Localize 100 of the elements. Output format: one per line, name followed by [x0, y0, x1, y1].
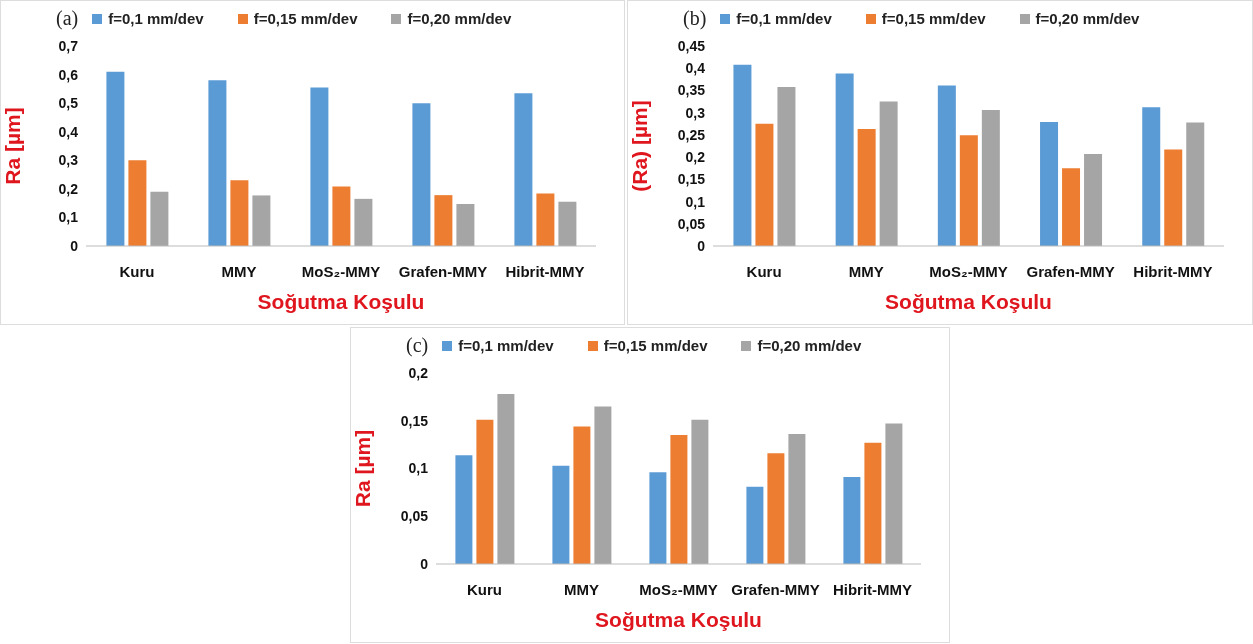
x-axis-title: Soğutma Koşulu — [885, 289, 1052, 313]
x-tick-label: MoS₂-MMY — [639, 580, 718, 598]
y-tick-label: 0,25 — [677, 126, 706, 143]
x-tick-label: Grafen-MMY — [398, 262, 488, 280]
bar — [1040, 122, 1059, 246]
y-tick-label: 0,15 — [677, 171, 706, 188]
bar — [128, 160, 147, 246]
y-tick-label: 0,4 — [685, 60, 706, 77]
x-tick-label: MMY — [564, 580, 599, 598]
bar — [937, 85, 956, 246]
bar — [150, 191, 169, 246]
bar — [864, 442, 882, 564]
x-tick-label: Grafen-MMY — [1026, 262, 1115, 280]
bar — [835, 73, 854, 246]
bar — [788, 434, 806, 564]
x-tick-label: Kuru — [467, 580, 502, 598]
bar — [1062, 168, 1081, 246]
legend-label: f=0,15 mm/dev — [603, 337, 708, 354]
bar — [106, 71, 125, 246]
chart-title: (b) — [683, 7, 707, 30]
y-tick-label: 0,5 — [58, 95, 79, 112]
x-tick-label: MoS₂-MMY — [929, 262, 1008, 280]
y-tick-label: 0,2 — [58, 180, 79, 197]
chart-title: (a) — [56, 7, 79, 30]
bar — [843, 477, 861, 564]
x-tick-label: Kuru — [746, 262, 782, 280]
x-tick-label: Grafen-MMY — [731, 580, 820, 598]
x-tick-label: Hibrit-MMY — [832, 580, 913, 598]
bar — [412, 103, 431, 246]
bar — [733, 64, 752, 246]
legend-label: f=0,20 mm/dev — [1035, 10, 1140, 27]
y-tick-label: 0,35 — [677, 82, 706, 99]
y-axis-title: Ra [µm] — [351, 429, 375, 508]
bar — [208, 80, 227, 246]
legend-label: f=0,15 mm/dev — [253, 10, 358, 27]
bar — [552, 465, 570, 564]
x-tick-label: Hibrit-MMY — [505, 262, 585, 280]
bar — [959, 135, 978, 246]
y-tick-label: 0,15 — [400, 412, 429, 429]
bar — [514, 93, 533, 246]
legend-label: f=0,1 mm/dev — [108, 10, 204, 27]
y-tick-label: 0 — [697, 237, 706, 254]
y-tick-label: 0,2 — [408, 364, 429, 381]
bar — [310, 87, 329, 246]
bar — [354, 198, 373, 246]
bar — [252, 195, 271, 246]
bar — [777, 86, 796, 246]
bar — [1164, 149, 1183, 246]
legend-label: f=0,1 mm/dev — [736, 10, 832, 27]
legend-label: f=0,20 mm/dev — [407, 10, 512, 27]
x-axis-title: Soğutma Koşulu — [257, 289, 425, 313]
x-tick-label: Kuru — [119, 262, 155, 280]
bar — [230, 180, 249, 246]
bar — [1084, 154, 1103, 246]
bar — [857, 129, 876, 246]
y-tick-label: 0,05 — [677, 215, 706, 232]
y-axis-title: (Ra) [µm] — [628, 100, 652, 192]
legend-label: f=0,15 mm/dev — [881, 10, 986, 27]
bar — [767, 453, 785, 564]
y-tick-label: 0,2 — [685, 149, 706, 166]
y-tick-label: 0,3 — [685, 104, 706, 121]
x-tick-label: MoS₂-MMY — [301, 262, 381, 280]
bar — [1186, 122, 1205, 246]
y-tick-label: 0,6 — [58, 66, 79, 83]
y-tick-label: 0,45 — [677, 37, 706, 54]
bar — [434, 195, 453, 246]
y-tick-label: 0,1 — [685, 193, 706, 210]
bar — [981, 110, 1000, 246]
y-tick-label: 0,3 — [58, 152, 79, 169]
bar — [455, 455, 473, 564]
bar — [558, 201, 577, 246]
bar — [573, 426, 591, 564]
bar — [332, 186, 351, 246]
x-tick-label: Hibrit-MMY — [1133, 262, 1213, 280]
bar — [456, 204, 475, 246]
bar — [594, 406, 612, 564]
bar — [1142, 107, 1161, 246]
bar — [476, 419, 494, 564]
y-tick-label: 0,7 — [58, 37, 79, 54]
bar — [885, 423, 903, 564]
bar — [497, 394, 515, 564]
y-tick-label: 0,1 — [58, 209, 79, 226]
bar — [536, 193, 555, 246]
bar — [755, 123, 774, 246]
y-axis-title: Ra [µm] — [1, 107, 25, 185]
x-axis-title: Soğutma Koşulu — [595, 607, 762, 631]
bar — [879, 101, 898, 246]
legend-label: f=0,20 mm/dev — [757, 337, 862, 354]
bar — [670, 435, 688, 564]
bar — [746, 486, 764, 564]
chart-title: (c) — [406, 334, 429, 357]
y-tick-label: 0 — [420, 555, 429, 572]
bar — [649, 472, 667, 564]
legend-label: f=0,1 mm/dev — [458, 337, 554, 354]
x-tick-label: MMY — [221, 262, 257, 280]
y-tick-label: 0 — [70, 237, 79, 254]
y-tick-label: 0,1 — [408, 460, 429, 477]
x-tick-label: MMY — [848, 262, 884, 280]
bar — [691, 419, 709, 564]
y-tick-label: 0,4 — [58, 123, 79, 140]
